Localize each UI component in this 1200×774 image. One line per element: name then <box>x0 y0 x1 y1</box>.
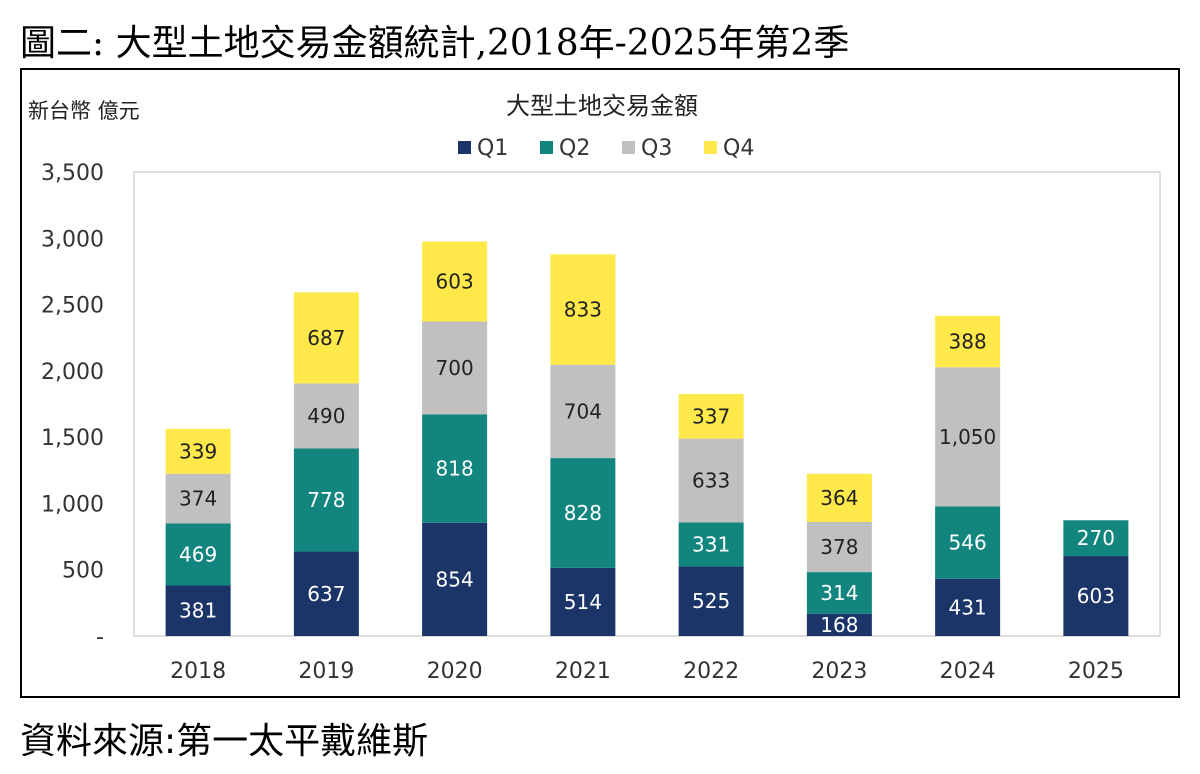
bar-segment-q3 <box>550 364 616 459</box>
legend-label-q3: Q3 <box>641 136 672 161</box>
x-tick-label: 2018 <box>170 659 226 684</box>
bar-segment-q4 <box>550 254 616 365</box>
bar-segment-q3 <box>806 521 872 573</box>
bar-segment-q4 <box>806 473 872 522</box>
bar-segment-q4 <box>422 241 488 322</box>
data-label: 828 <box>564 501 602 525</box>
legend-label-q1: Q1 <box>477 136 508 161</box>
data-label: 364 <box>820 486 858 510</box>
y-tick-label: 3,000 <box>41 227 104 252</box>
data-label: 687 <box>307 326 345 350</box>
bar-segment-q1 <box>935 578 1001 636</box>
data-label: 546 <box>949 531 987 555</box>
x-tick-label: 2025 <box>1068 659 1124 684</box>
y-axis-label: 新台幣 億元 <box>28 99 140 123</box>
legend-swatch-q2 <box>540 141 553 154</box>
source-note: 資料來源:第一太平戴維斯 <box>20 721 429 762</box>
data-label: 833 <box>564 298 602 322</box>
data-label: 337 <box>692 404 730 428</box>
y-tick-label: 3,500 <box>41 161 104 186</box>
figure-title: 圖二: 大型土地交易金額統計,2018年-2025年第2季 <box>20 23 850 64</box>
data-label: 854 <box>436 567 474 591</box>
bar-segment-q3 <box>422 321 488 415</box>
data-label: 331 <box>692 532 730 556</box>
x-tick-label: 2019 <box>298 659 354 684</box>
y-tick-label: 1,500 <box>41 426 104 451</box>
data-label: 431 <box>949 595 987 619</box>
bar-segment-q4 <box>165 428 231 474</box>
bar-segment-q3 <box>678 438 744 523</box>
data-label: 633 <box>692 469 730 493</box>
data-label: 388 <box>949 330 987 354</box>
data-label: 603 <box>1077 584 1115 608</box>
chart-frame: 大型土地交易金額 新台幣 億元 Q1 Q2 Q3 Q4 - 500 1,000 1,500 2… <box>20 68 1180 698</box>
chart-title: 大型土地交易金額 <box>506 92 698 120</box>
y-axis: - 500 1,000 1,500 2,000 2,500 3,000 3,500 <box>41 161 104 650</box>
bar-segment-q1 <box>422 522 488 636</box>
data-label: 381 <box>179 599 217 623</box>
x-tick-label: 2021 <box>555 659 611 684</box>
bar-segment-q2 <box>678 522 744 567</box>
bars: 381 469 374 339 637 778 490 687 854 818 700 603 514 8… <box>165 241 1129 637</box>
bar-segment-q3 <box>935 367 1001 507</box>
bar-segment-q2 <box>550 458 616 568</box>
x-tick-label: 2024 <box>940 659 996 684</box>
data-label: 378 <box>820 535 858 559</box>
bar-segment-q2 <box>935 506 1001 579</box>
data-label: 314 <box>820 581 858 605</box>
y-tick-label: 2,000 <box>41 360 104 385</box>
legend-swatch-q3 <box>622 141 635 154</box>
data-label: 778 <box>307 488 345 512</box>
data-label: 490 <box>307 404 345 428</box>
data-label: 514 <box>564 590 602 614</box>
data-label: 704 <box>564 399 602 423</box>
bar-segment-q1 <box>293 551 359 636</box>
bar-segment-q1 <box>806 613 872 636</box>
stacked-bar-chart: 大型土地交易金額 新台幣 億元 Q1 Q2 Q3 Q4 - 500 1,000 1,500 2… <box>28 92 1161 684</box>
y-tick-label: 500 <box>62 559 104 584</box>
data-label: 339 <box>179 439 217 463</box>
bar-segment-q4 <box>935 315 1001 368</box>
data-label: 469 <box>179 542 217 566</box>
data-label: 637 <box>307 582 345 606</box>
bar-segment-q3 <box>165 473 231 524</box>
legend-label-q2: Q2 <box>559 136 590 161</box>
y-tick-label: 1,000 <box>41 492 104 517</box>
data-label: 603 <box>436 270 474 294</box>
bar-segment-q2 <box>293 448 359 552</box>
data-label: 700 <box>436 356 474 380</box>
bar-segment-q1 <box>678 566 744 636</box>
bar-segment-q1 <box>165 585 231 636</box>
x-tick-label: 2020 <box>427 659 483 684</box>
bar-segment-q4 <box>678 393 744 439</box>
data-label: 374 <box>179 487 217 511</box>
bar-segment-q2 <box>806 572 872 614</box>
bar-segment-q2 <box>422 414 488 523</box>
data-label: 270 <box>1077 526 1115 550</box>
legend-swatch-q4 <box>704 141 717 154</box>
y-tick-label: - <box>96 625 104 650</box>
bar-segment-q1 <box>550 567 616 636</box>
bar-segment-q3 <box>293 383 359 449</box>
data-label: 1,050 <box>939 425 996 449</box>
data-label: 525 <box>692 589 730 613</box>
bar-segment-q2 <box>1063 520 1129 557</box>
x-tick-label: 2023 <box>811 659 867 684</box>
bar-segment-q2 <box>165 523 231 586</box>
legend-swatch-q1 <box>458 141 471 154</box>
legend-label-q4: Q4 <box>723 136 754 161</box>
y-tick-label: 2,500 <box>41 294 104 319</box>
x-axis: 2018 2019 2020 2021 2022 2023 2024 2025 <box>170 659 1124 684</box>
x-tick-label: 2022 <box>683 659 739 684</box>
data-label: 168 <box>820 613 858 637</box>
data-label: 818 <box>436 457 474 481</box>
plot-area <box>133 171 1161 637</box>
legend: Q1 Q2 Q3 Q4 <box>458 136 754 161</box>
bar-segment-q4 <box>293 292 359 384</box>
bar-segment-q1 <box>1063 556 1129 636</box>
